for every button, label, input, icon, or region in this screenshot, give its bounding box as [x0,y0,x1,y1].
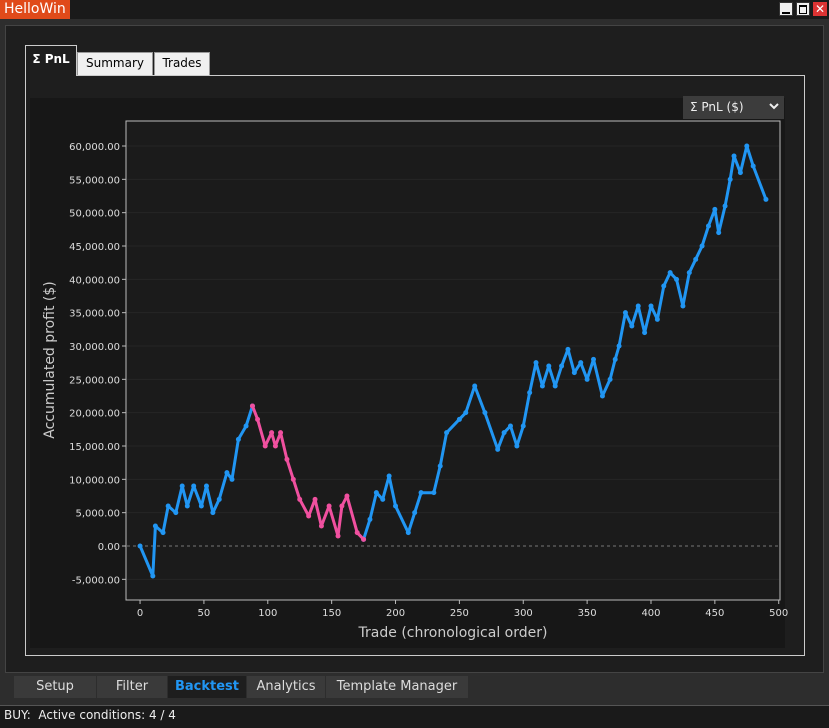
close-button[interactable]: ✕ [813,2,827,16]
tab-setup[interactable]: Setup [14,676,96,698]
tab-panel [25,75,805,656]
metric-dropdown[interactable] [683,96,784,119]
tab-filter[interactable]: Filter [97,676,167,698]
tab-summary[interactable]: Summary [77,52,153,75]
tab-pnl[interactable]: Σ PnL [25,45,77,76]
status-bar: BUY: Active conditions: 4 / 4 [4,708,176,722]
title-bar [0,0,829,19]
app-title: HelloWin [0,0,70,19]
maximize-button[interactable] [796,2,810,16]
tab-trades[interactable]: Trades [154,52,210,75]
tab-template-manager[interactable]: Template Manager [326,676,468,698]
tab-analytics[interactable]: Analytics [247,676,325,698]
tab-backtest[interactable]: Backtest [168,676,246,698]
minimize-button[interactable] [779,2,793,16]
